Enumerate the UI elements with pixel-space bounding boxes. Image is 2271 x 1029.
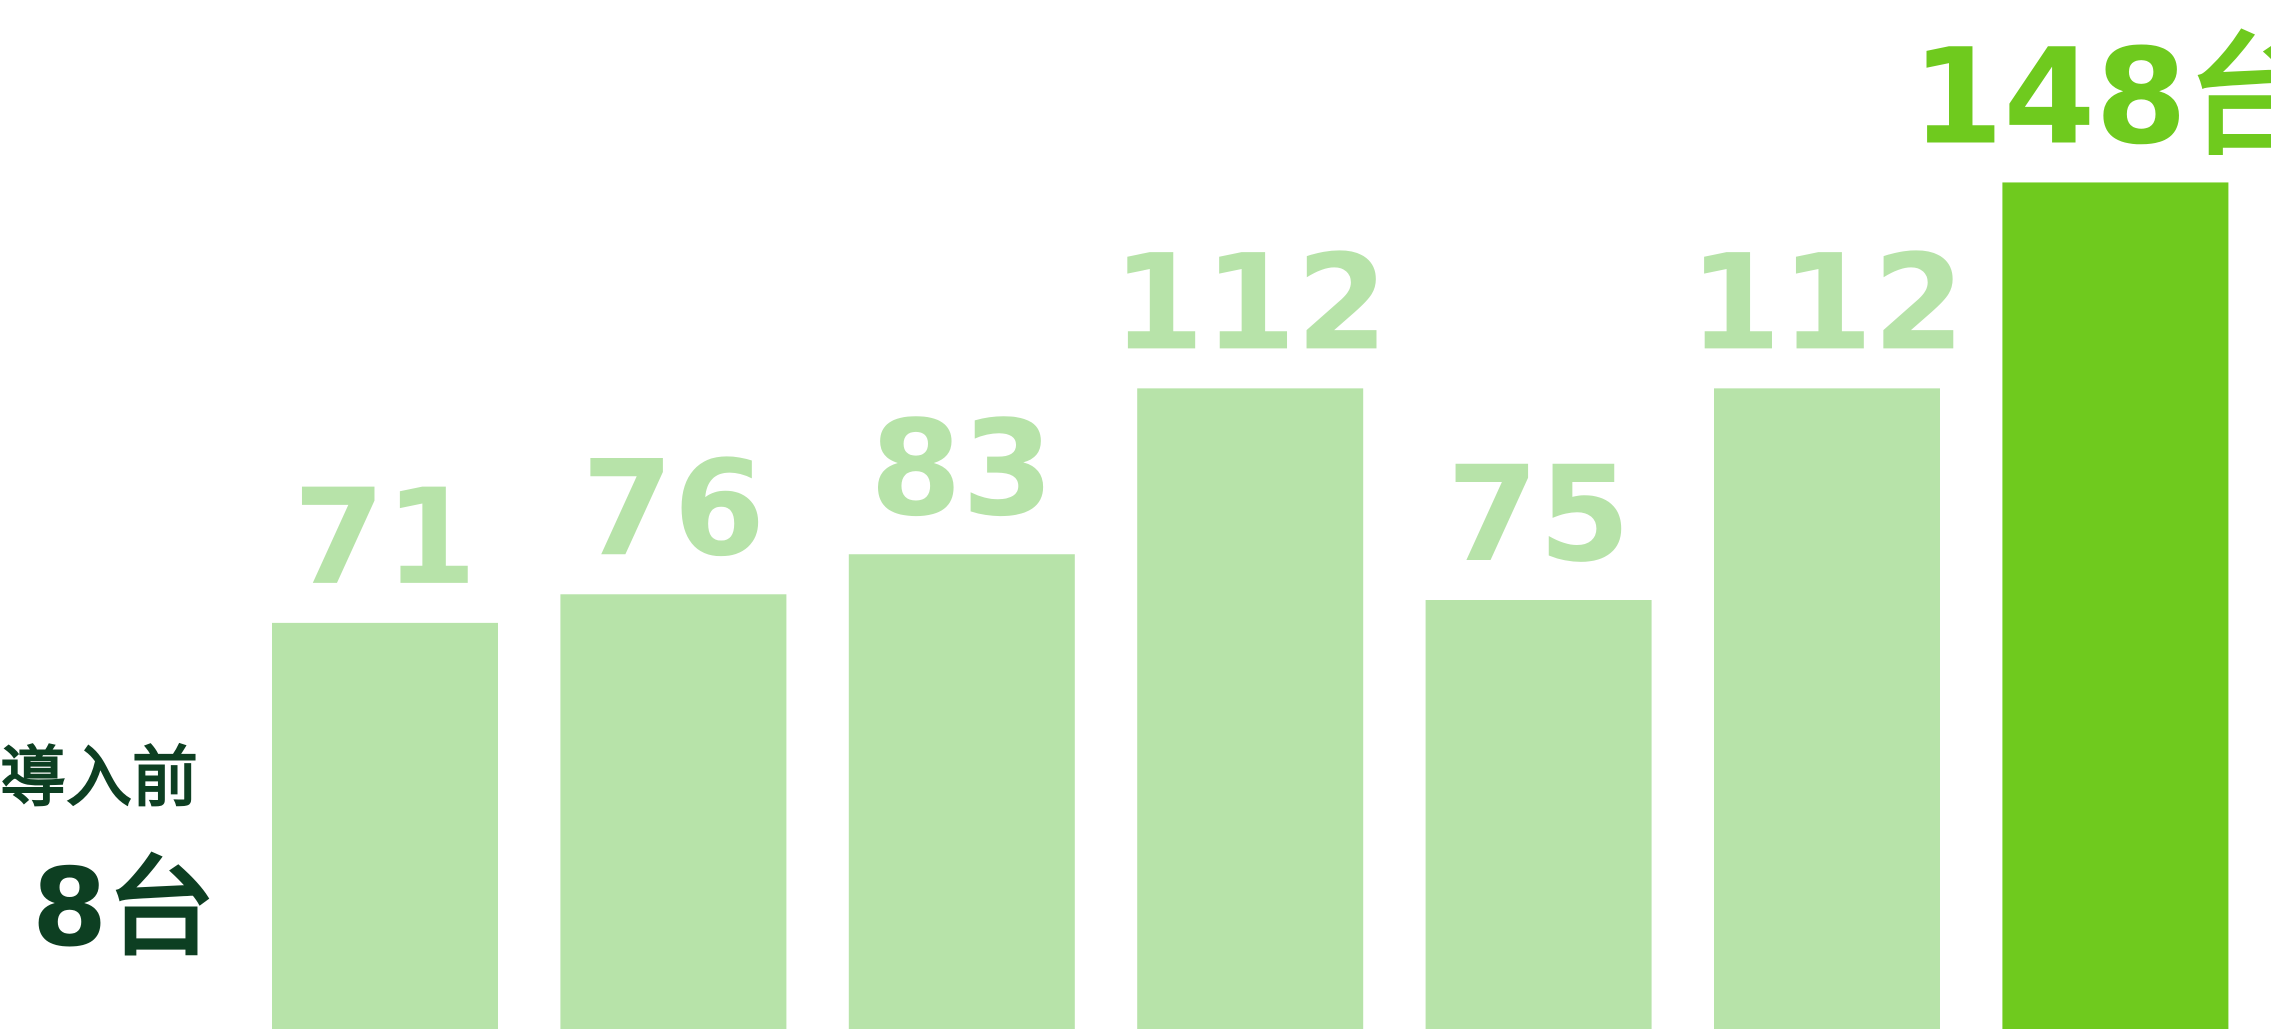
bar bbox=[1425, 600, 1652, 1029]
bar bbox=[848, 554, 1075, 1029]
value-label: 75 bbox=[1447, 438, 1631, 592]
value-label: 76 bbox=[582, 432, 766, 586]
annotation: 導入前 bbox=[0, 739, 198, 816]
annotation: 8台 bbox=[32, 846, 215, 971]
bar bbox=[2002, 182, 2229, 1029]
value-label: 71 bbox=[293, 461, 477, 615]
value-label: 148台 bbox=[1912, 20, 2271, 174]
value-label: 83 bbox=[870, 392, 1054, 546]
bar bbox=[272, 622, 498, 1029]
value-label: 112 bbox=[1689, 226, 1965, 380]
value-label: 112 bbox=[1112, 226, 1388, 380]
bar bbox=[560, 594, 787, 1029]
bar bbox=[1137, 388, 1364, 1029]
bar bbox=[1714, 388, 1940, 1029]
